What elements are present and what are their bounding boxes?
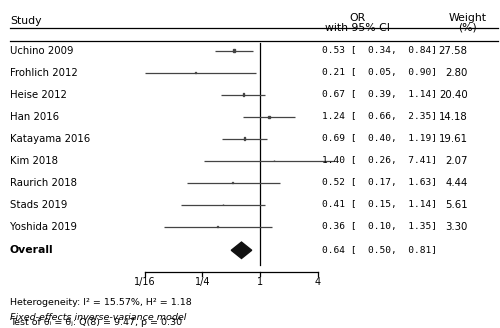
Text: 27.58: 27.58 [438, 46, 468, 56]
Bar [268, 115, 270, 118]
Text: 3.30: 3.30 [445, 222, 468, 232]
Text: Heterogeneity: I² = 15.57%, H² = 1.18: Heterogeneity: I² = 15.57%, H² = 1.18 [10, 298, 192, 307]
Text: Fixed-effects inverse-variance model: Fixed-effects inverse-variance model [10, 313, 186, 322]
Text: 0.53 [  0.34,  0.84]: 0.53 [ 0.34, 0.84] [322, 46, 438, 55]
Text: 20.40: 20.40 [439, 90, 468, 100]
Text: Heise 2012: Heise 2012 [10, 90, 67, 100]
Text: 5.61: 5.61 [445, 200, 468, 210]
Text: 1.40 [  0.26,  7.41]: 1.40 [ 0.26, 7.41] [322, 156, 438, 165]
Text: Yoshida 2019: Yoshida 2019 [10, 222, 77, 232]
Text: Frohlich 2012: Frohlich 2012 [10, 68, 78, 78]
Text: Test of θᵢ = θⱼ: Q(8) = 9.47, p = 0.30: Test of θᵢ = θⱼ: Q(8) = 9.47, p = 0.30 [10, 318, 182, 327]
Text: 14.18: 14.18 [439, 112, 468, 122]
Text: OR: OR [350, 13, 366, 23]
Text: 2.07: 2.07 [445, 156, 468, 166]
Text: 2.80: 2.80 [445, 68, 468, 78]
Text: 4.44: 4.44 [445, 178, 468, 188]
Text: Kim 2018: Kim 2018 [10, 156, 58, 166]
Text: 0.36 [  0.10,  1.35]: 0.36 [ 0.10, 1.35] [322, 222, 438, 231]
Text: 4: 4 [314, 277, 320, 287]
Text: Raurich 2018: Raurich 2018 [10, 178, 77, 188]
Bar [232, 182, 234, 183]
Text: (%): (%) [458, 23, 477, 33]
Text: 0.64 [  0.50,  0.81]: 0.64 [ 0.50, 0.81] [322, 246, 438, 255]
Text: Weight: Weight [448, 13, 486, 23]
Text: 0.69 [  0.40,  1.19]: 0.69 [ 0.40, 1.19] [322, 134, 438, 143]
Text: Katayama 2016: Katayama 2016 [10, 134, 90, 144]
Bar [242, 93, 244, 96]
Text: 0.21 [  0.05,  0.90]: 0.21 [ 0.05, 0.90] [322, 68, 438, 77]
Text: 1: 1 [257, 277, 263, 287]
Text: 0.67 [  0.39,  1.14]: 0.67 [ 0.39, 1.14] [322, 90, 438, 99]
Text: Han 2016: Han 2016 [10, 112, 59, 122]
Text: 1/16: 1/16 [134, 277, 156, 287]
Text: 0.41 [  0.15,  1.14]: 0.41 [ 0.15, 1.14] [322, 200, 438, 209]
Bar [232, 49, 234, 52]
Text: Stads 2019: Stads 2019 [10, 200, 68, 210]
Text: Uchino 2009: Uchino 2009 [10, 46, 74, 56]
Bar [195, 72, 196, 73]
Bar [244, 137, 246, 140]
Text: 1.24 [  0.66,  2.35]: 1.24 [ 0.66, 2.35] [322, 112, 438, 121]
Text: with 95% CI: with 95% CI [325, 23, 390, 33]
Bar [222, 204, 224, 205]
Text: 19.61: 19.61 [438, 134, 468, 144]
Text: 0.52 [  0.17,  1.63]: 0.52 [ 0.17, 1.63] [322, 178, 438, 187]
Polygon shape [231, 242, 252, 258]
Text: Overall: Overall [10, 245, 54, 255]
Text: Study: Study [10, 16, 42, 26]
Text: 1/4: 1/4 [194, 277, 210, 287]
